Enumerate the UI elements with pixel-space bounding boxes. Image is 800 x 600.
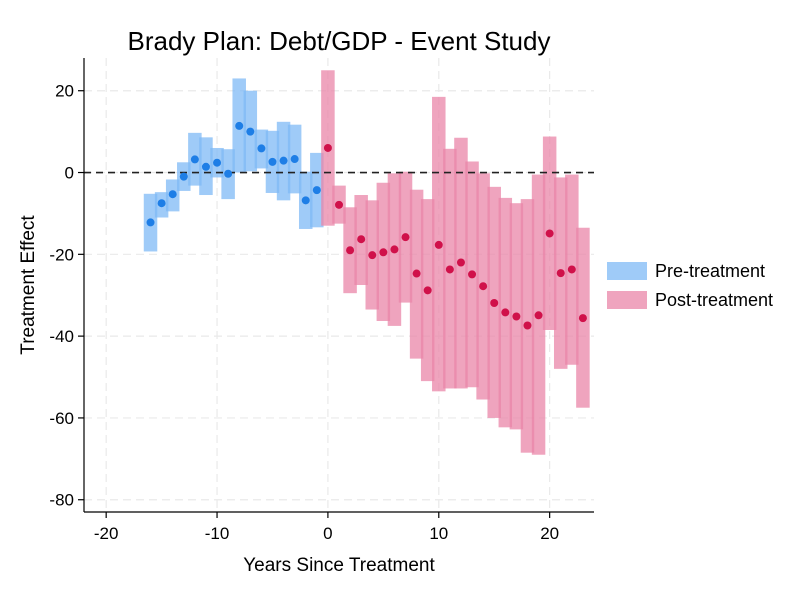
y-axis-label: Treatment Effect bbox=[18, 215, 39, 355]
legend: Pre-treatment Post-treatment bbox=[607, 261, 773, 310]
legend-label: Post-treatment bbox=[655, 290, 773, 310]
point-estimate bbox=[157, 199, 166, 208]
point-estimate bbox=[346, 246, 355, 255]
point-estimate bbox=[201, 162, 210, 171]
axes: 20 0 -20 -40 -60 -80 -20 -10 0 10 20 bbox=[49, 58, 594, 543]
point-estimate bbox=[368, 251, 377, 260]
point-estimate bbox=[490, 298, 499, 307]
legend-swatch bbox=[607, 262, 647, 280]
confidence-intervals bbox=[143, 70, 590, 455]
point-estimate bbox=[213, 158, 222, 167]
point-estimate bbox=[235, 121, 244, 130]
point-estimate bbox=[357, 235, 366, 244]
x-axis-label: Years Since Treatment bbox=[243, 555, 435, 576]
point-estimate bbox=[523, 321, 532, 330]
x-tick-label: -20 bbox=[94, 524, 119, 543]
point-estimate bbox=[423, 286, 432, 295]
point-estimate bbox=[179, 172, 188, 181]
legend-label: Pre-treatment bbox=[655, 261, 765, 281]
point-estimates bbox=[146, 121, 587, 330]
x-tick-label: 20 bbox=[540, 524, 559, 543]
point-estimate bbox=[279, 156, 288, 165]
point-estimate bbox=[146, 218, 155, 227]
y-tick-label: -40 bbox=[49, 327, 74, 346]
x-tick-label: -10 bbox=[205, 524, 230, 543]
x-tick-label: 10 bbox=[429, 524, 448, 543]
point-estimate bbox=[468, 270, 477, 279]
y-tick-label: 20 bbox=[55, 82, 74, 101]
point-estimate bbox=[257, 144, 266, 153]
point-estimate bbox=[501, 308, 510, 317]
y-tick-label: -20 bbox=[49, 245, 74, 264]
point-estimate bbox=[479, 282, 488, 291]
y-tick-label: -60 bbox=[49, 409, 74, 428]
point-estimate bbox=[301, 196, 310, 205]
point-estimate bbox=[412, 269, 421, 278]
y-tick-label: -80 bbox=[49, 491, 74, 510]
point-estimate bbox=[456, 258, 465, 267]
point-estimate bbox=[246, 127, 255, 136]
point-estimate bbox=[312, 186, 321, 195]
legend-swatch bbox=[607, 291, 647, 309]
point-estimate bbox=[567, 265, 576, 274]
point-estimate bbox=[268, 157, 277, 166]
chart-title: Brady Plan: Debt/GDP - Event Study bbox=[128, 26, 551, 56]
y-tick-label: 0 bbox=[65, 164, 74, 183]
point-estimate bbox=[578, 314, 587, 323]
point-estimate bbox=[401, 233, 410, 242]
point-estimate bbox=[390, 245, 399, 254]
point-estimate bbox=[224, 169, 233, 178]
point-estimate bbox=[379, 248, 388, 257]
point-estimate bbox=[323, 143, 332, 152]
point-estimate bbox=[556, 269, 565, 278]
point-estimate bbox=[168, 190, 177, 199]
point-estimate bbox=[290, 155, 299, 164]
point-estimate bbox=[445, 265, 454, 274]
point-estimate bbox=[545, 229, 554, 238]
point-estimate bbox=[190, 155, 199, 164]
x-tick-label: 0 bbox=[323, 524, 332, 543]
point-estimate bbox=[335, 200, 343, 209]
point-estimate bbox=[512, 312, 521, 321]
point-estimate bbox=[534, 311, 543, 320]
point-estimate bbox=[434, 240, 443, 249]
